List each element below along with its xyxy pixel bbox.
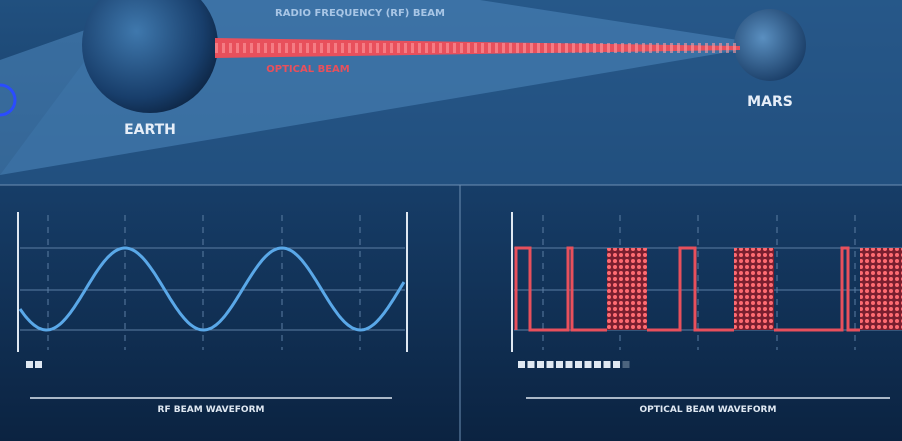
indicator	[537, 361, 544, 368]
rf-panel-label: RF BEAM WAVEFORM	[158, 405, 265, 415]
indicator	[575, 361, 582, 368]
optical-panel-label: OPTICAL BEAM WAVEFORM	[640, 405, 777, 415]
infographic: RADIO FREQUENCY (RF) BEAM OPTICAL BEAM E…	[0, 0, 902, 441]
earth-label: EARTH	[124, 122, 176, 138]
indicator	[26, 361, 33, 368]
optical-burst	[734, 248, 774, 330]
rf-beam-label: RADIO FREQUENCY (RF) BEAM	[275, 8, 445, 19]
mars	[734, 9, 806, 81]
indicator	[35, 361, 42, 368]
indicator	[556, 361, 563, 368]
indicator	[528, 361, 535, 368]
indicator	[604, 361, 611, 368]
mars-label: MARS	[747, 94, 793, 110]
indicator	[594, 361, 601, 368]
indicator	[518, 361, 525, 368]
optical-burst	[860, 248, 902, 330]
indicator	[585, 361, 592, 368]
indicator	[623, 361, 630, 368]
optical-burst	[607, 248, 647, 330]
indicator	[613, 361, 620, 368]
indicator	[547, 361, 554, 368]
optical-beam-label: OPTICAL BEAM	[266, 64, 349, 75]
indicator	[566, 361, 573, 368]
